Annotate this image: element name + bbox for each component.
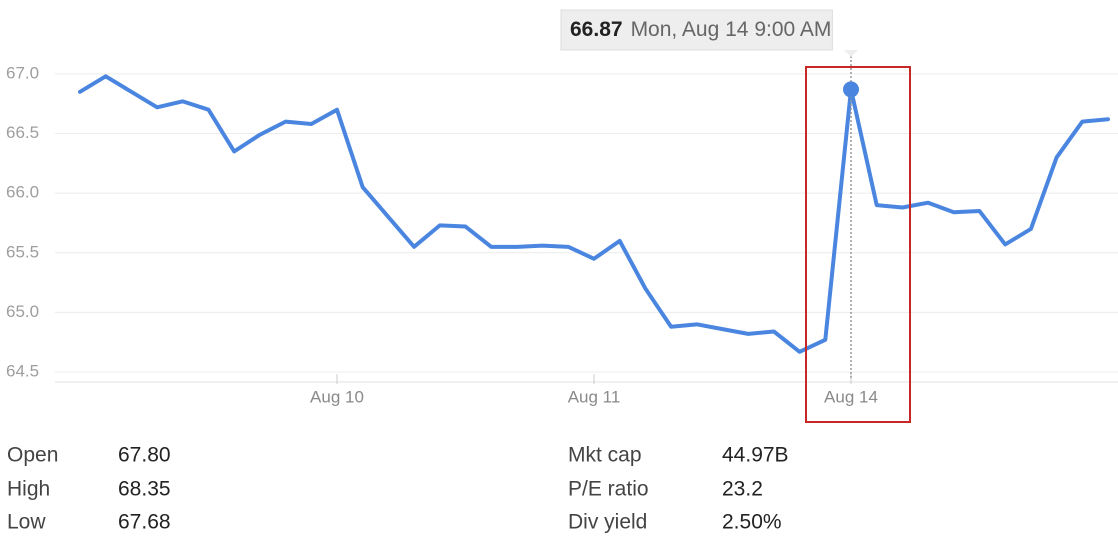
tooltip: 66.87 Mon, Aug 14 9:00 AM: [560, 9, 858, 57]
stat-label: Open: [7, 444, 58, 467]
highlight-box: [805, 66, 911, 423]
x-tick-label: Aug 14: [824, 387, 878, 406]
stat-label: Div yield: [568, 511, 647, 534]
stat-value: 23.2: [722, 478, 763, 501]
tooltip-bg: [560, 9, 833, 51]
x-tick-label: Aug 10: [310, 387, 364, 406]
price-line: [78, 74, 1110, 354]
y-tick-label: 64.5: [6, 362, 39, 381]
stat-value: 44.97B: [722, 444, 789, 467]
y-tick-label: 65.5: [6, 242, 39, 261]
y-tick-label: 66.0: [6, 183, 39, 202]
x-tick-label: Aug 11: [568, 387, 621, 406]
y-tick-label: 66.5: [6, 123, 39, 142]
stat-value: 2.50%: [722, 511, 782, 534]
y-tick-label: 67.0: [6, 63, 39, 82]
stat-value: 67.80: [118, 444, 171, 467]
stat-value: 67.68: [118, 511, 171, 534]
stat-label: P/E ratio: [568, 478, 649, 501]
stat-label: Mkt cap: [568, 444, 642, 467]
stat-value: 68.35: [118, 478, 171, 501]
stat-label: High: [7, 478, 50, 501]
tooltip-date: Mon, Aug 14 9:00 AM: [631, 18, 832, 41]
hover-dot: [843, 81, 859, 98]
tooltip-value: 66.87: [570, 18, 623, 41]
tooltip-text: 66.87 Mon, Aug 14 9:00 AM: [570, 18, 831, 41]
y-tick-label: 65.0: [6, 302, 39, 321]
tooltip-pointer: [844, 50, 858, 57]
stat-label: Low: [7, 511, 46, 534]
